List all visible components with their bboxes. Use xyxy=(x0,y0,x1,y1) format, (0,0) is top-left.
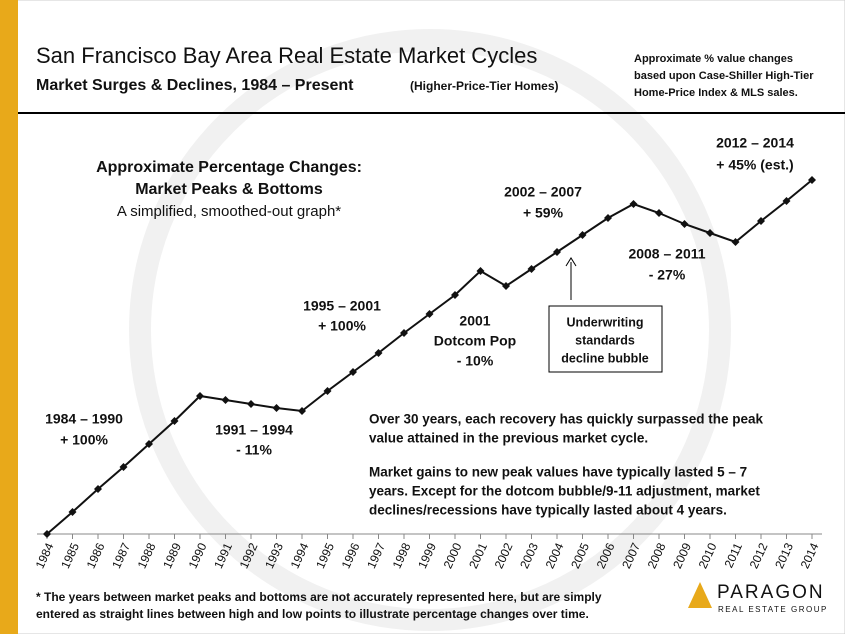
annotation: - 11% xyxy=(236,442,272,458)
data-marker xyxy=(425,310,434,318)
header-note: Approximate % value changes xyxy=(634,53,793,65)
data-marker xyxy=(706,229,714,237)
data-marker xyxy=(782,197,791,205)
data-marker xyxy=(43,530,51,538)
data-marker xyxy=(527,265,536,273)
annotation: + 59% xyxy=(523,205,564,221)
logo-mark xyxy=(688,582,712,608)
data-marker xyxy=(298,407,306,415)
annotation: 2001 xyxy=(459,313,490,329)
footnote: entered as straight lines between high a… xyxy=(36,607,589,621)
header-note: Home-Price Index & MLS sales. xyxy=(634,87,798,99)
data-marker xyxy=(349,368,357,376)
data-marker xyxy=(502,282,510,290)
callout-arrowhead xyxy=(565,257,577,267)
data-marker xyxy=(655,209,663,217)
annotation: Market gains to new peak values have typ… xyxy=(369,465,747,480)
annotation: decline bubble xyxy=(561,351,649,365)
annotation: A simplified, smoothed-out graph* xyxy=(117,203,341,220)
chart-subtitle: Market Surges & Declines, 1984 – Present xyxy=(36,77,354,94)
data-marker xyxy=(757,217,765,225)
annotation: 1984 – 1990 xyxy=(45,411,123,427)
data-marker xyxy=(451,291,459,299)
annotation: 2012 – 2014 xyxy=(716,135,794,151)
footnote: * The years between market peaks and bot… xyxy=(36,590,602,604)
data-marker xyxy=(680,220,689,228)
logo-tagline: REAL ESTATE GROUP xyxy=(718,605,828,614)
data-marker xyxy=(731,238,740,246)
annotation: - 10% xyxy=(457,353,494,369)
side-bar xyxy=(0,0,18,634)
data-marker xyxy=(476,267,485,275)
annotation: Market Peaks & Bottoms xyxy=(135,181,323,198)
data-marker xyxy=(323,387,332,395)
annotation: + 45% (est.) xyxy=(716,157,793,173)
annotation: standards xyxy=(575,333,635,347)
annotation: - 27% xyxy=(649,267,686,283)
data-marker xyxy=(247,400,255,408)
header-note: based upon Case-Shiller High-Tier xyxy=(634,70,814,82)
annotation: 1995 – 2001 xyxy=(303,298,381,314)
data-marker xyxy=(119,463,128,471)
data-marker xyxy=(68,508,77,516)
annotation: Dotcom Pop xyxy=(434,333,516,349)
annotation: + 100% xyxy=(60,432,108,448)
watermark xyxy=(129,29,731,631)
data-marker xyxy=(578,231,587,239)
data-marker xyxy=(221,396,230,404)
subtitle-note: (Higher-Price-Tier Homes) xyxy=(410,79,558,93)
annotation: Underwriting xyxy=(566,315,643,329)
data-marker xyxy=(400,329,408,337)
data-marker xyxy=(808,176,816,184)
annotation: + 100% xyxy=(318,318,366,334)
logo-name: PARAGON xyxy=(717,582,825,603)
data-marker xyxy=(170,417,179,425)
data-marker xyxy=(374,349,383,357)
data-marker xyxy=(604,214,612,222)
annotation: years. Except for the dotcom bubble/9-11… xyxy=(369,484,760,499)
annotation: 2008 – 2011 xyxy=(628,246,705,262)
annotation: declines/recessions have typically laste… xyxy=(369,503,727,518)
annotation: Approximate Percentage Changes: xyxy=(96,159,362,176)
annotation: value attained in the previous market cy… xyxy=(369,431,648,446)
annotation: 1991 – 1994 xyxy=(215,422,293,438)
data-marker xyxy=(94,485,102,493)
data-marker xyxy=(272,404,281,412)
annotation: 2002 – 2007 xyxy=(504,184,582,200)
data-marker xyxy=(196,392,204,400)
data-marker xyxy=(145,440,153,448)
chart-title: San Francisco Bay Area Real Estate Marke… xyxy=(36,43,537,68)
data-marker xyxy=(553,248,561,256)
data-marker xyxy=(629,200,638,208)
annotation: Over 30 years, each recovery has quickly… xyxy=(369,412,763,427)
callout-box xyxy=(548,305,663,373)
